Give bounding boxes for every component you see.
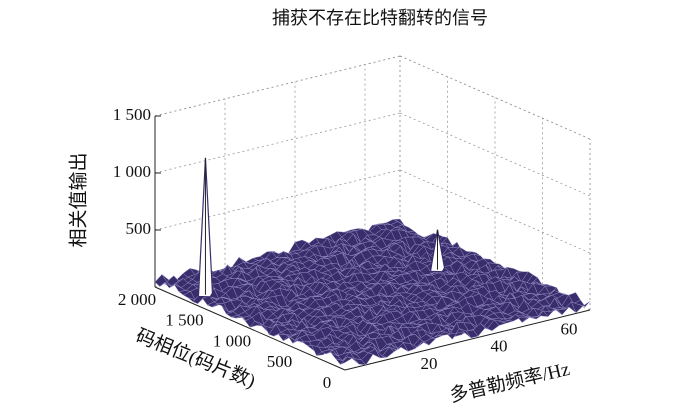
y-tick-label: 2 000 bbox=[118, 290, 156, 309]
surface bbox=[154, 218, 591, 366]
x-tick-label: 60 bbox=[561, 319, 578, 338]
z-tick-label: 1 500 bbox=[113, 105, 151, 124]
y-tick-label: 0 bbox=[323, 373, 332, 392]
grid-line bbox=[154, 55, 401, 117]
z-axis-label: 相关值输出 bbox=[67, 152, 89, 247]
z-tick-label: 500 bbox=[126, 219, 152, 238]
y-tick-label: 1 500 bbox=[165, 311, 203, 330]
grid-line bbox=[154, 169, 401, 231]
x-axis bbox=[344, 309, 591, 371]
y-tick-label: 500 bbox=[267, 352, 293, 371]
x-axis-label: 多普勒频率/Hz bbox=[448, 358, 572, 407]
grid-line bbox=[154, 112, 401, 174]
grid-line bbox=[399, 112, 591, 197]
x-tick-label: 40 bbox=[491, 337, 508, 356]
x-tick-label: 20 bbox=[421, 354, 438, 373]
chart-title: 捕获不存在比特翻转的信号 bbox=[272, 8, 488, 28]
z-tick-label: 1 000 bbox=[113, 162, 151, 181]
y-tick-label: 1 000 bbox=[213, 331, 251, 350]
y-axis bbox=[154, 286, 346, 371]
